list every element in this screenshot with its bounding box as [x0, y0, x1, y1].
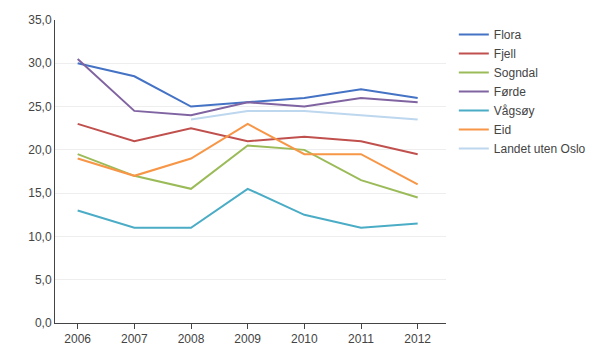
svg-text:2006: 2006 [64, 332, 91, 346]
svg-text:2010: 2010 [291, 332, 318, 346]
svg-text:2007: 2007 [121, 332, 148, 346]
svg-text:2012: 2012 [404, 332, 431, 346]
svg-text:Landet uten Oslo: Landet uten Oslo [494, 142, 586, 156]
svg-text:25,0: 25,0 [28, 100, 52, 114]
svg-text:Førde: Førde [494, 85, 526, 99]
svg-text:5,0: 5,0 [35, 273, 52, 287]
svg-text:Fjell: Fjell [494, 47, 516, 61]
svg-text:2008: 2008 [178, 332, 205, 346]
svg-text:35,0: 35,0 [28, 13, 52, 27]
svg-text:Eid: Eid [494, 123, 511, 137]
svg-text:15,0: 15,0 [28, 186, 52, 200]
svg-text:Sogndal: Sogndal [494, 66, 538, 80]
svg-text:30,0: 30,0 [28, 56, 52, 70]
svg-text:20,0: 20,0 [28, 143, 52, 157]
svg-text:0,0: 0,0 [35, 316, 52, 330]
svg-text:2011: 2011 [348, 332, 374, 346]
svg-text:Flora: Flora [494, 28, 522, 42]
svg-text:10,0: 10,0 [28, 230, 52, 244]
svg-text:Vågsøy: Vågsøy [494, 104, 535, 118]
svg-text:2009: 2009 [234, 332, 261, 346]
